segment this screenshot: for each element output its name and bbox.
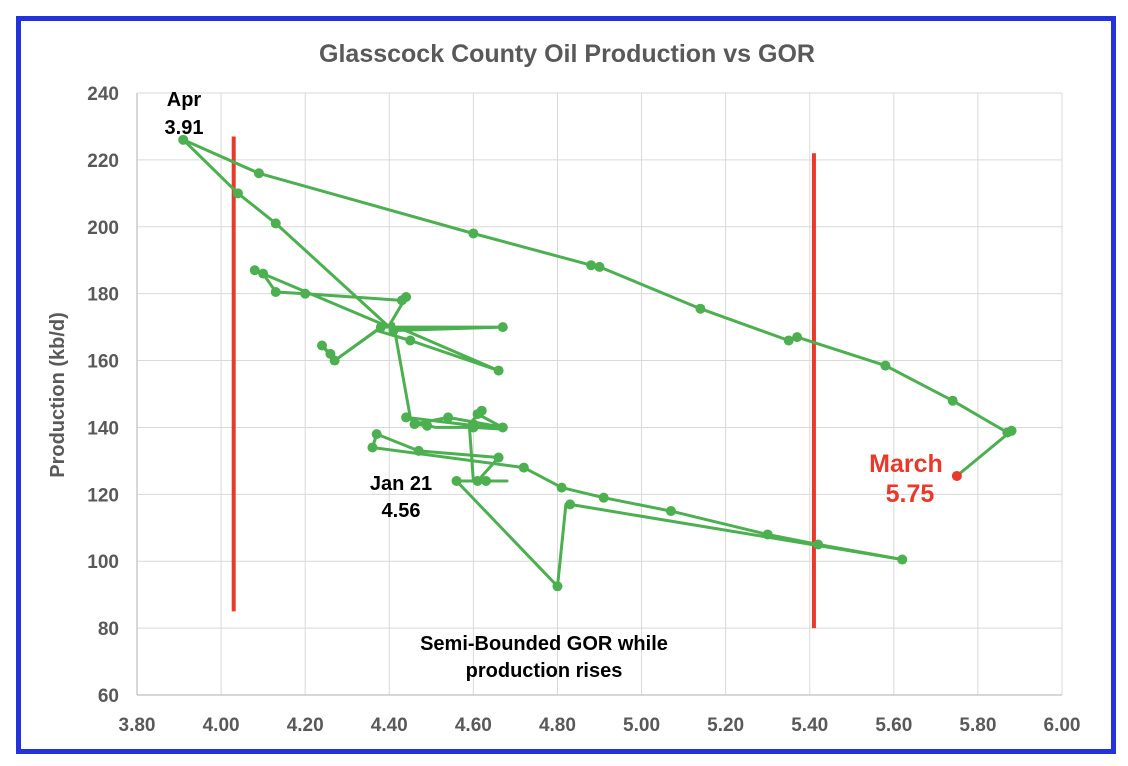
data-point: [497, 322, 508, 333]
data-point: [783, 335, 794, 346]
data-point: [249, 265, 260, 276]
data-point: [375, 322, 386, 333]
series-1: [178, 134, 1017, 592]
data-point: [443, 412, 454, 423]
data-point: [813, 539, 824, 550]
data-point: [472, 475, 483, 486]
data-point: [497, 422, 508, 433]
y-axis-label: Production (kb/d): [47, 312, 69, 478]
data-point: [422, 420, 433, 431]
data-point: [695, 303, 706, 314]
data-point: [371, 429, 382, 440]
x-tick-label: 4.80: [539, 715, 576, 736]
chart-title: Glasscock County Oil Production vs GOR: [319, 40, 815, 68]
annotation-apr-label: Apr: [167, 89, 202, 111]
data-point: [451, 475, 462, 486]
data-point: [317, 340, 327, 351]
data-point: [897, 554, 908, 565]
tick-labels: 3.80 4.00 4.20 4.40 4.60 4.80 5.00 5.20 5.40 5.60…: [87, 84, 1080, 736]
data-point: [325, 348, 336, 359]
data-point: [468, 228, 479, 239]
data-point: [367, 442, 378, 453]
annotation-march-value: 5.75: [886, 480, 935, 508]
gridlines: [136, 92, 1063, 696]
data-point: [880, 360, 891, 371]
y-tick-label: 60: [98, 686, 119, 707]
data-point: [468, 422, 479, 433]
y-tick-label: 240: [87, 84, 119, 105]
y-tick-label: 120: [87, 485, 119, 506]
data-point: [270, 286, 281, 297]
data-point: [388, 325, 399, 336]
x-tick-label: 6.00: [1044, 715, 1081, 736]
y-tick-label: 220: [87, 151, 119, 172]
x-tick-label: 4.40: [371, 715, 408, 736]
data-point: [594, 261, 605, 272]
data-point: [586, 260, 597, 271]
data-point: [665, 506, 676, 517]
data-point: [493, 452, 504, 463]
y-tick-label: 140: [87, 418, 119, 439]
data-point: [598, 492, 609, 503]
data-point: [409, 419, 420, 430]
data-point: [405, 335, 416, 346]
x-tick-label: 3.80: [119, 715, 156, 736]
annotation-apr-value: 3.91: [165, 117, 204, 139]
y-tick-label: 180: [87, 285, 119, 306]
y-tick-label: 80: [98, 619, 119, 640]
x-tick-label: 5.80: [959, 715, 996, 736]
data-point: [300, 288, 311, 299]
data-point: [565, 499, 576, 510]
x-tick-label: 4.00: [203, 715, 240, 736]
data-point: [947, 395, 958, 406]
data-point: [258, 268, 269, 279]
y-tick-label: 100: [87, 552, 119, 573]
y-tick-label: 200: [87, 218, 119, 239]
data-point: [480, 475, 491, 486]
data-point: [413, 445, 424, 456]
data-point: [253, 168, 264, 179]
annotation-jan21-label: Jan 21: [370, 473, 432, 495]
data-point: [401, 412, 412, 423]
highlight-point: [951, 470, 962, 481]
data-point: [792, 332, 803, 343]
data-point: [1006, 425, 1017, 436]
data-point: [518, 462, 529, 473]
x-tick-label: 5.60: [875, 715, 912, 736]
data-point: [232, 188, 243, 199]
data-point: [552, 581, 563, 592]
axes: [136, 93, 1062, 696]
annotation-march-label: March: [869, 450, 943, 478]
x-tick-label: 4.20: [287, 715, 324, 736]
annotation-jan21-value: 4.56: [382, 500, 421, 522]
data-point: [178, 134, 189, 145]
annotation-note-line1: Semi-Bounded GOR while: [420, 633, 668, 655]
chart-frame: [16, 16, 1116, 754]
x-tick-label: 4.60: [455, 715, 492, 736]
data-point: [556, 482, 567, 493]
x-tick-label: 5.40: [791, 715, 828, 736]
x-tick-label: 5.20: [707, 715, 744, 736]
x-tick-label: 5.00: [623, 715, 660, 736]
data-point: [270, 218, 281, 229]
reference-lines: [231, 136, 816, 629]
data-point: [493, 365, 504, 376]
data-point: [472, 409, 483, 420]
data-point: [396, 295, 407, 306]
data-point: [762, 529, 773, 540]
annotation-note-line2: production rises: [466, 660, 623, 682]
y-tick-label: 160: [87, 352, 119, 373]
